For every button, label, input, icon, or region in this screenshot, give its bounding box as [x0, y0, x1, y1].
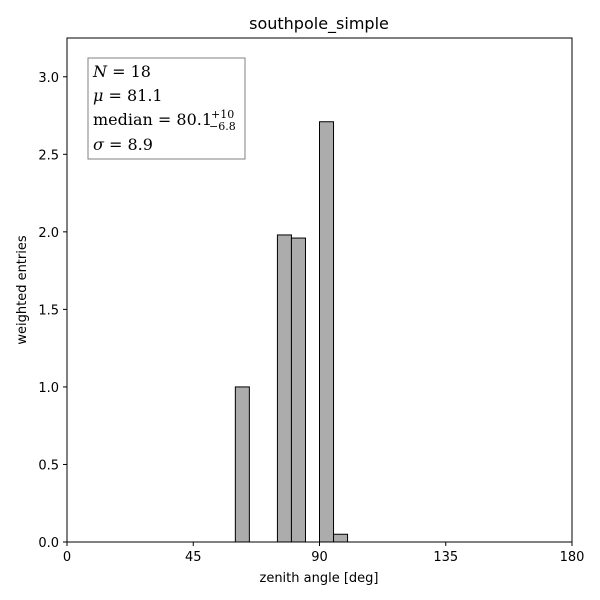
stat-sigma-value: 8.9 — [128, 135, 153, 154]
histogram-bar — [276, 234, 292, 543]
stat-sigma: σ = 8.9 — [93, 135, 153, 154]
y-tick-label: 2.5 — [38, 148, 59, 163]
y-axis-label: weighted entries — [15, 235, 30, 345]
histogram-bar — [234, 386, 250, 543]
stat-median-plus: +10 — [211, 108, 234, 121]
y-tick-label: 2.0 — [38, 226, 59, 241]
y-tick-label: 3.0 — [38, 71, 59, 86]
y-tick-label: 1.5 — [38, 303, 59, 318]
y-tick-label: 1.0 — [38, 381, 59, 396]
stat-mu-value: 81.1 — [127, 86, 163, 105]
stats-box: N = 18 μ = 81.1 median = 80.1 +10 −6.8 σ… — [87, 57, 246, 160]
x-tick-label: 0 — [63, 550, 71, 565]
x-tick-label: 135 — [433, 550, 458, 565]
stat-mu-label: μ — [93, 86, 103, 105]
histogram-bar — [290, 237, 306, 543]
stat-n-value: 18 — [131, 62, 151, 81]
stat-n: N = 18 — [92, 62, 151, 81]
stat-median-minus: −6.8 — [209, 120, 236, 133]
stat-mu: μ = 81.1 — [93, 86, 163, 105]
stat-median: median = 80.1 — [93, 110, 212, 129]
x-tick-label: 90 — [311, 550, 328, 565]
histogram-bar — [333, 533, 349, 543]
x-tick-label: 180 — [560, 550, 585, 565]
y-tick-label: 0.5 — [38, 458, 59, 473]
stat-median-value: 80.1 — [176, 110, 212, 129]
x-axis-label: zenith angle [deg] — [260, 571, 379, 586]
x-axis-ticks: 0 45 90 135 180 — [63, 542, 585, 565]
histogram-bar — [319, 121, 335, 543]
y-tick-label: 0.0 — [38, 536, 59, 551]
chart-title: southpole_simple — [249, 14, 389, 34]
stat-median-label: median — [93, 110, 153, 129]
stat-sigma-label: σ — [93, 135, 105, 154]
stats-box-frame — [87, 57, 246, 160]
x-tick-label: 45 — [185, 550, 202, 565]
stat-n-label: N — [92, 62, 108, 81]
y-axis-ticks: 0.0 0.5 1.0 1.5 2.0 2.5 3.0 — [38, 71, 67, 551]
bars-group — [234, 121, 349, 543]
